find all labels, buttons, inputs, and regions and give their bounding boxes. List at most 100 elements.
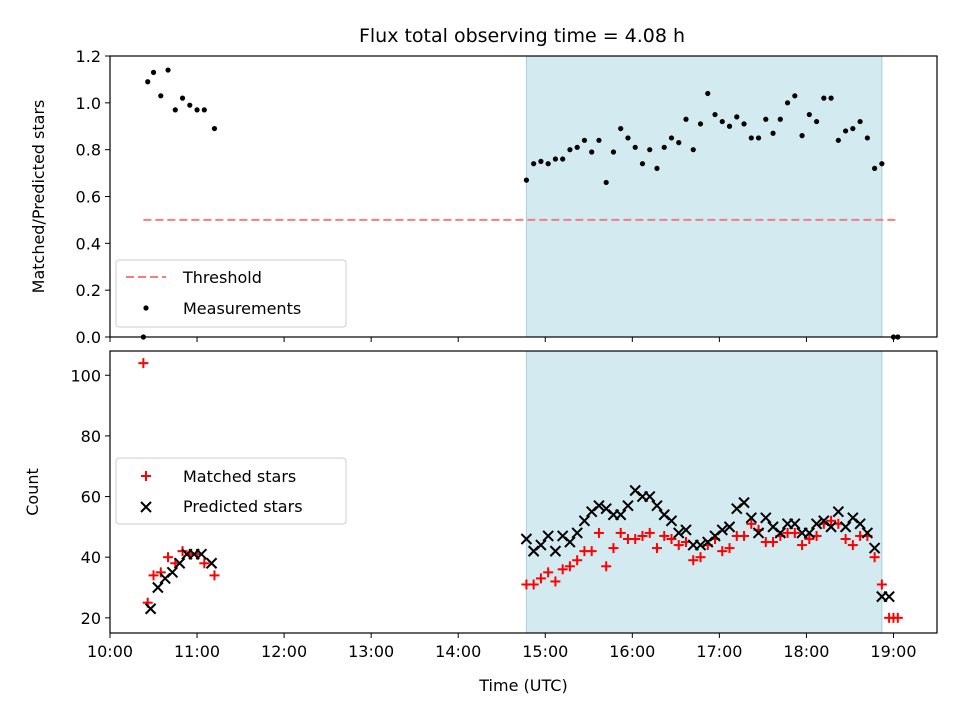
- predicted-star-point: [173, 557, 186, 569]
- measurement-point: [842, 128, 849, 134]
- predicted-star-point: [832, 506, 845, 518]
- predicted-star-point: [195, 548, 208, 560]
- legend-measurements-swatch: [143, 305, 149, 311]
- measurement-point: [676, 140, 682, 146]
- y-tick-label-top: 0.0: [76, 328, 101, 347]
- legend-bottom: Matched stars Predicted stars: [115, 457, 347, 525]
- y-tick-label-top: 1.0: [76, 94, 101, 113]
- y-tick-label-top: 0.2: [76, 281, 101, 300]
- predicted-star-point: [803, 527, 816, 539]
- measurement-point: [683, 116, 689, 122]
- x-tick-label: 17:00: [696, 642, 742, 661]
- measurement-point: [523, 177, 530, 183]
- predicted-star-point: [593, 499, 605, 512]
- y-tick-label-top: 0.4: [76, 234, 101, 253]
- matched-star-point: [564, 561, 575, 572]
- matched-star-point: [688, 555, 699, 566]
- predicted-star-point: [205, 557, 218, 569]
- matched-star-point: [666, 534, 677, 544]
- predicted-star-point: [651, 499, 663, 512]
- measurement-point: [145, 79, 151, 85]
- measurement-point: [864, 135, 870, 141]
- measurement-point: [697, 121, 704, 127]
- measurement-point: [165, 67, 171, 73]
- matched-star-point: [644, 527, 655, 538]
- predicted-star-point: [535, 539, 547, 551]
- measurement-point: [172, 107, 178, 113]
- x-axis-label-time: Time (UTC): [478, 676, 567, 695]
- y-axis-label-ratio: Matched/Predicted stars: [29, 100, 48, 294]
- observing-window-shade-bottom: [525, 350, 883, 634]
- predicted-star-point: [152, 581, 164, 594]
- measurement-point: [770, 130, 776, 136]
- predicted-star-point: [564, 536, 576, 548]
- x-tick-label: 14:00: [435, 642, 481, 661]
- matched-star-point: [651, 543, 662, 554]
- legend-matched-swatch: [141, 471, 151, 481]
- measurement-point: [538, 158, 544, 164]
- matched-star-point: [847, 540, 858, 551]
- measurement-point: [668, 135, 675, 141]
- predicted-star-point: [723, 521, 736, 533]
- top-panel: 0.0 0.2 0.4 0.6 0.8 1.0 1.2 Matched/Predicted …: [29, 47, 938, 347]
- legend-measurements-label: Measurements: [183, 299, 301, 318]
- legend-box: [115, 259, 347, 328]
- x-tick-label: 10:00: [87, 642, 133, 661]
- measurement-point: [201, 107, 207, 113]
- measurement-point: [799, 133, 805, 139]
- matched-star-point: [572, 555, 583, 566]
- chart-title: Flux total observing time = 4.08 h: [359, 25, 685, 47]
- predicted-star-point: [752, 527, 765, 539]
- measurement-point: [879, 161, 885, 167]
- y-tick-label-top: 0.8: [76, 141, 101, 160]
- measurement-point: [589, 149, 595, 155]
- predicted-star-point: [861, 527, 874, 539]
- measurement-point: [211, 125, 218, 132]
- matched-star-point: [593, 527, 604, 538]
- measurement-point: [806, 111, 812, 118]
- measurement-point: [625, 135, 631, 141]
- observing-window-shade-top: [525, 55, 883, 338]
- x-tick-label: 18:00: [783, 642, 829, 661]
- predicted-star-point: [673, 527, 685, 539]
- measurement-point: [560, 156, 566, 162]
- y-tick-label-bottom: 20: [81, 609, 101, 628]
- matched-star-point: [586, 546, 597, 557]
- measurement-point: [763, 116, 769, 122]
- y-axis-label-count: Count: [23, 468, 42, 516]
- measurement-point: [734, 114, 740, 120]
- predicted-star-point: [854, 518, 866, 530]
- matched-star-point: [138, 358, 149, 369]
- matched-star-point: [528, 579, 539, 590]
- y-tick-label-bottom: 40: [81, 548, 101, 567]
- legend-matched-label: Matched stars: [183, 467, 296, 486]
- measurement-point: [828, 95, 834, 101]
- measurement-point: [835, 137, 841, 143]
- measurement-point: [661, 144, 667, 150]
- predicted-star-point: [774, 527, 787, 539]
- matched-star-point: [630, 534, 641, 544]
- matched-star-point: [543, 567, 554, 578]
- matched-star-point: [659, 530, 670, 541]
- predicted-star-point: [825, 521, 837, 533]
- legend-box: [115, 457, 347, 525]
- measurement-point: [603, 179, 609, 186]
- measurement-point: [552, 156, 559, 162]
- predicted-star-point: [716, 524, 728, 536]
- measurement-point: [792, 93, 798, 99]
- matched-star-point: [209, 570, 220, 581]
- matched-star-point: [148, 570, 159, 581]
- x-tick-label: 11:00: [174, 642, 220, 661]
- y-tick-label-top: 0.6: [76, 188, 101, 207]
- x-tick-label: 15:00: [522, 642, 568, 661]
- predicted-star-point: [760, 512, 772, 524]
- measurement-point: [150, 69, 157, 75]
- x-tick-label: 16:00: [609, 642, 655, 661]
- legend-predicted-label: Predicted stars: [183, 497, 303, 516]
- y-tick-label-top: 1.2: [76, 47, 101, 66]
- predicted-star-point: [883, 590, 895, 603]
- matched-star-point: [869, 552, 880, 563]
- matched-star-point: [695, 552, 706, 563]
- predicted-star-point: [542, 530, 554, 542]
